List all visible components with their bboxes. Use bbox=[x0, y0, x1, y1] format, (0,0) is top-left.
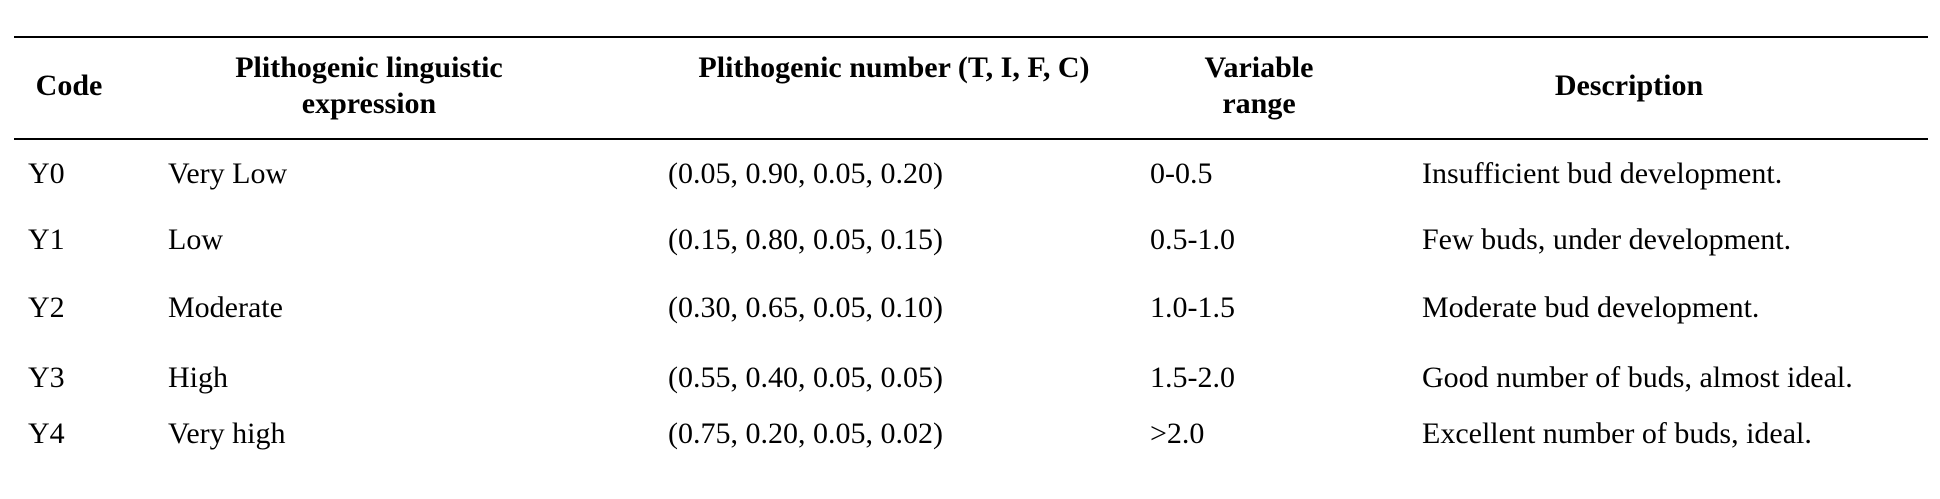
cell-code: Y0 bbox=[28, 157, 65, 190]
cell-number: (0.05, 0.90, 0.05, 0.20) bbox=[668, 157, 943, 190]
table-top-rule bbox=[14, 36, 1928, 38]
header-number: Plithogenic number (T, I, F, C) bbox=[698, 51, 1090, 84]
cell-description: Good number of buds, almost ideal. bbox=[1422, 361, 1853, 394]
cell-number: (0.30, 0.65, 0.05, 0.10) bbox=[668, 291, 943, 324]
cell-code: Y4 bbox=[28, 417, 65, 450]
header-description: Description bbox=[1554, 69, 1704, 102]
cell-expression: Moderate bbox=[168, 291, 283, 324]
cell-expression: High bbox=[168, 361, 228, 394]
header-range: Variable range bbox=[1204, 51, 1314, 120]
cell-description: Moderate bud development. bbox=[1422, 291, 1760, 324]
cell-expression: Low bbox=[168, 223, 223, 256]
cell-range: 0-0.5 bbox=[1150, 157, 1213, 190]
cell-number: (0.75, 0.20, 0.05, 0.02) bbox=[668, 417, 943, 450]
cell-code: Y1 bbox=[28, 223, 65, 256]
header-bottom-rule bbox=[14, 138, 1928, 140]
cell-range: >2.0 bbox=[1150, 417, 1205, 450]
cell-range: 1.5-2.0 bbox=[1150, 361, 1235, 394]
cell-number: (0.15, 0.80, 0.05, 0.15) bbox=[668, 223, 943, 256]
header-expression: Plithogenic linguistic expression bbox=[235, 51, 503, 120]
cell-description: Insufficient bud development. bbox=[1422, 157, 1783, 190]
cell-expression: Very Low bbox=[168, 157, 288, 190]
cell-description: Excellent number of buds, ideal. bbox=[1422, 417, 1812, 450]
header-code: Code bbox=[35, 69, 103, 102]
cell-range: 1.0-1.5 bbox=[1150, 291, 1235, 324]
cell-description: Few buds, under development. bbox=[1422, 223, 1792, 256]
cell-expression: Very high bbox=[168, 417, 286, 450]
cell-code: Y3 bbox=[28, 361, 65, 394]
cell-number: (0.55, 0.40, 0.05, 0.05) bbox=[668, 361, 943, 394]
cell-range: 0.5-1.0 bbox=[1150, 223, 1235, 256]
cell-code: Y2 bbox=[28, 291, 65, 324]
